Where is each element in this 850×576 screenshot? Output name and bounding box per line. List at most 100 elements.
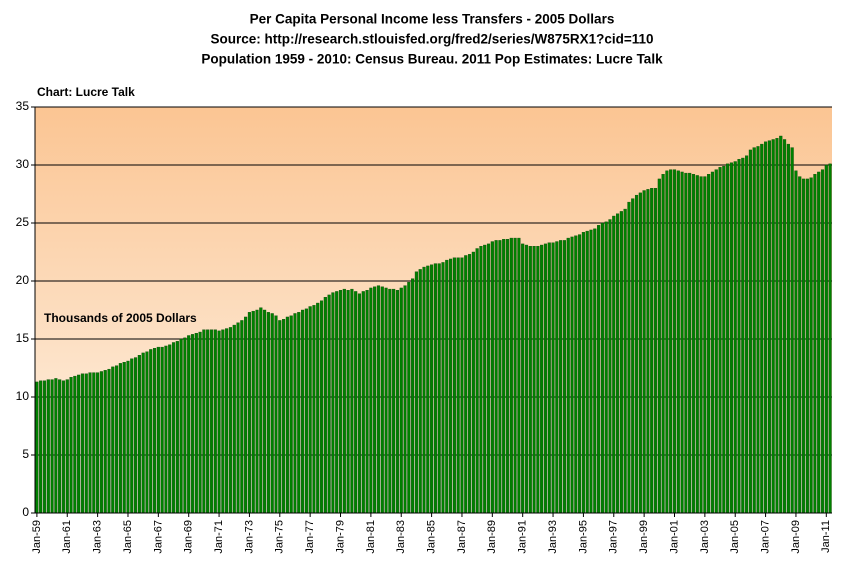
bar <box>228 327 233 514</box>
bar <box>631 198 635 514</box>
bar <box>672 169 677 514</box>
x-tick-label: Jan-11 <box>820 520 832 553</box>
bar <box>597 225 601 514</box>
bar <box>221 329 225 514</box>
bar <box>240 320 244 514</box>
bar <box>335 291 339 514</box>
bar <box>380 286 384 514</box>
bar <box>464 255 468 514</box>
bar <box>293 313 297 514</box>
bar <box>65 379 69 514</box>
bar <box>646 189 650 514</box>
x-tick-label: Jan-91 <box>517 520 529 554</box>
x-tick-label: Jan-07 <box>759 520 771 554</box>
bar <box>782 139 787 514</box>
bar <box>118 363 122 514</box>
bar <box>585 230 589 514</box>
y-tick-label: 30 <box>16 157 30 171</box>
bar <box>441 262 445 514</box>
bar <box>566 237 570 514</box>
bar <box>179 338 183 514</box>
bar <box>688 172 692 514</box>
bar <box>498 240 502 514</box>
bar <box>171 342 176 514</box>
bar <box>475 248 479 514</box>
bar <box>756 146 760 514</box>
bar <box>308 306 312 514</box>
bar <box>509 237 513 514</box>
chart-title: Population 1959 - 2010: Census Bureau. 2… <box>201 52 663 67</box>
bar <box>399 287 403 514</box>
bar <box>327 294 331 514</box>
bar <box>395 290 400 514</box>
bar <box>206 329 210 514</box>
bar <box>354 291 358 514</box>
bar <box>745 155 749 514</box>
bar <box>209 329 214 514</box>
y-tick-label: 10 <box>16 389 30 403</box>
bar <box>342 288 346 514</box>
x-tick-label: Jan-75 <box>274 520 286 554</box>
bar <box>426 265 430 514</box>
bar <box>684 172 688 514</box>
bar <box>642 190 646 514</box>
bar <box>244 316 248 514</box>
bar <box>820 169 825 514</box>
y-tick-label: 0 <box>22 505 29 519</box>
x-tick-label: Jan-63 <box>92 520 104 554</box>
bar <box>217 330 221 514</box>
bar <box>771 139 775 514</box>
bar <box>619 211 623 514</box>
x-tick-label: Jan-97 <box>608 520 620 554</box>
credit: Chart: Lucre Talk <box>37 85 135 99</box>
bar <box>73 375 77 514</box>
bar <box>449 258 453 514</box>
bar <box>304 308 308 514</box>
bar <box>251 310 255 514</box>
bar <box>373 286 377 514</box>
bar <box>274 315 278 514</box>
bar <box>384 287 388 514</box>
bar <box>35 381 39 514</box>
bar <box>733 161 737 514</box>
bar <box>634 194 639 514</box>
bar <box>225 328 229 514</box>
bar <box>58 379 62 514</box>
bar <box>61 380 66 514</box>
bar <box>46 379 50 514</box>
bar <box>593 228 597 514</box>
bar <box>490 241 494 514</box>
bar <box>505 239 510 514</box>
bar <box>312 305 316 514</box>
bar <box>198 331 202 514</box>
bar <box>407 281 411 514</box>
x-tick-label: Jan-03 <box>699 520 711 554</box>
bar <box>657 178 661 514</box>
bar <box>338 290 343 514</box>
bar <box>627 201 631 514</box>
bar <box>236 322 240 514</box>
bar <box>790 147 794 514</box>
bar <box>365 290 369 514</box>
bar <box>141 352 145 514</box>
bar <box>813 174 817 514</box>
bar <box>414 271 418 514</box>
x-tick-label: Jan-65 <box>122 520 134 554</box>
bar <box>137 355 141 514</box>
y-tick-label: 25 <box>16 215 30 229</box>
plot-area <box>35 107 832 513</box>
bar <box>828 163 832 514</box>
bar <box>183 337 187 514</box>
bar <box>729 162 733 514</box>
chart-title: Per Capita Personal Income less Transfer… <box>250 12 615 27</box>
bar <box>190 334 195 514</box>
x-tick-label: Jan-05 <box>729 520 741 554</box>
bar <box>445 259 449 514</box>
bar <box>581 232 585 514</box>
bar <box>650 187 654 514</box>
y-tick-label: 5 <box>22 447 29 461</box>
bar <box>50 379 54 514</box>
bar <box>748 149 752 514</box>
bar <box>551 242 555 514</box>
bar <box>331 292 335 514</box>
